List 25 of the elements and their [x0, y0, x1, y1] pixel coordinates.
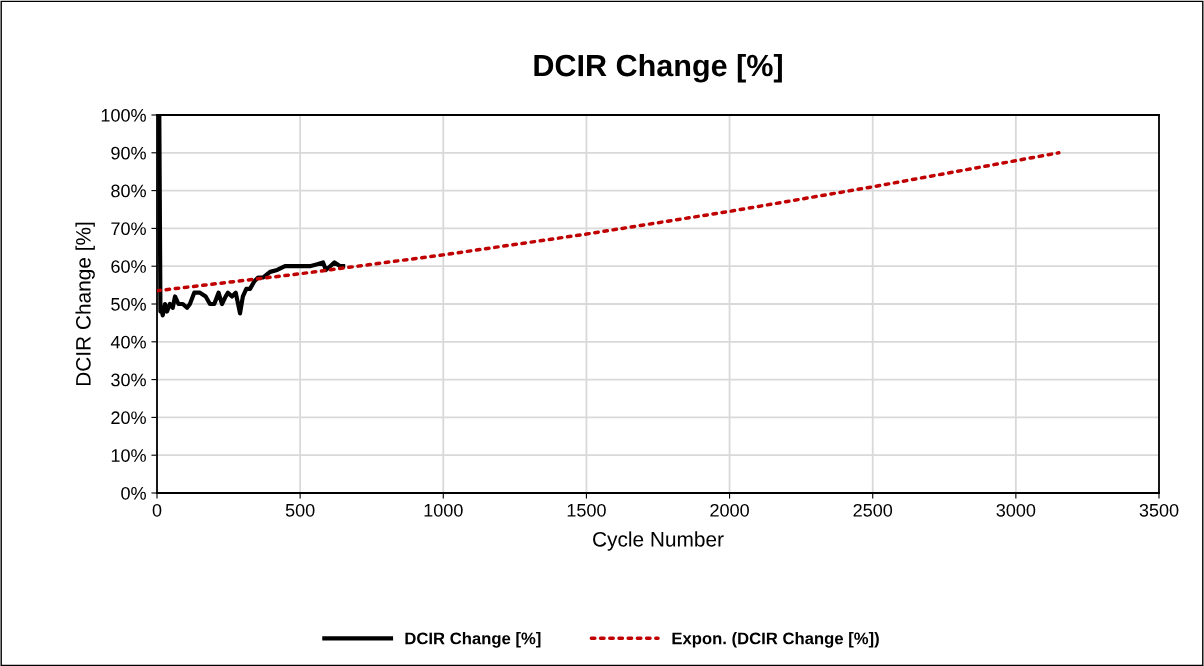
- x-tick-label: 1000: [424, 503, 463, 517]
- x-tick-label: 3500: [1139, 503, 1179, 517]
- y-tick-label: 10%: [111, 449, 146, 462]
- line-series: [157, 151, 1061, 293]
- x-tick-label: 1500: [567, 503, 606, 517]
- y-tick-label: 90%: [111, 146, 146, 160]
- legend-label: Expon. (DCIR Change [%]): [672, 632, 879, 648]
- y-tick-label: 20%: [111, 411, 146, 425]
- y-tick-label: 50%: [111, 297, 146, 311]
- x-tick-label: 2000: [710, 503, 749, 517]
- y-tick-label: 30%: [111, 373, 146, 387]
- y-tick-label: 70%: [111, 222, 146, 236]
- x-tick-label: 2500: [853, 503, 893, 517]
- y-tick-label: 100%: [101, 108, 146, 122]
- y-axis-title: DCIR Change [%]: [75, 222, 95, 386]
- x-tick-label: 3000: [996, 503, 1036, 517]
- y-tick-label: 80%: [111, 184, 146, 198]
- legend-label: DCIR Change [%]: [405, 632, 541, 648]
- x-axis-title: Cycle Number: [593, 531, 724, 551]
- y-tick-label: 60%: [111, 260, 146, 273]
- y-tick-label: 40%: [110, 335, 146, 349]
- x-tick-label: 0: [152, 503, 162, 517]
- y-tick-label: 0%: [121, 486, 146, 500]
- x-tick-label: 500: [285, 503, 315, 517]
- chart-title: DCIR Change [%]: [534, 53, 782, 83]
